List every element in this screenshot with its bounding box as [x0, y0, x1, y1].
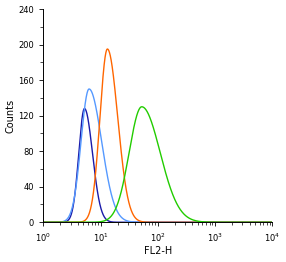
Y-axis label: Counts: Counts — [5, 99, 15, 133]
X-axis label: FL2-H: FL2-H — [144, 247, 172, 256]
